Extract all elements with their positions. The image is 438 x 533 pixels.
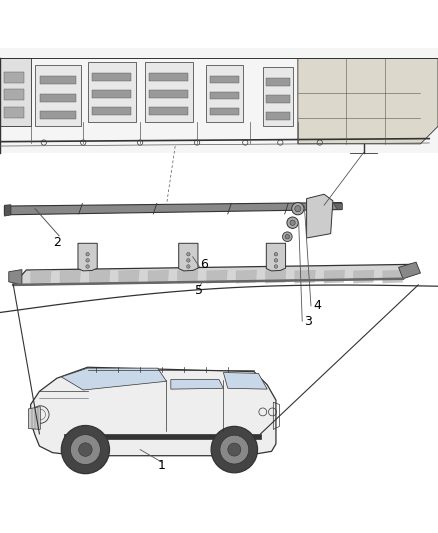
Circle shape [274,259,278,262]
Polygon shape [149,90,188,98]
Polygon shape [266,95,290,103]
Polygon shape [119,270,139,283]
Circle shape [211,426,258,473]
Polygon shape [60,270,81,283]
Polygon shape [78,243,97,271]
Polygon shape [399,262,420,279]
Polygon shape [209,92,239,99]
Polygon shape [28,407,40,430]
Polygon shape [223,373,267,389]
Circle shape [283,232,292,241]
Circle shape [292,203,304,215]
Text: 2: 2 [53,236,61,249]
Circle shape [187,253,190,256]
Polygon shape [64,434,261,439]
Polygon shape [92,90,131,98]
Polygon shape [295,270,315,283]
Circle shape [220,435,249,464]
Polygon shape [4,205,11,216]
Polygon shape [333,203,342,209]
Polygon shape [307,194,333,238]
Circle shape [79,443,92,456]
Polygon shape [39,76,76,84]
Polygon shape [298,59,438,144]
Polygon shape [39,94,76,102]
Circle shape [61,425,110,474]
Circle shape [274,253,278,256]
Polygon shape [31,367,276,456]
Polygon shape [179,243,198,271]
Polygon shape [209,108,239,116]
Circle shape [228,443,241,456]
Text: 5: 5 [195,284,203,297]
Circle shape [187,265,190,268]
Polygon shape [236,270,257,283]
Polygon shape [89,270,110,283]
Text: 6: 6 [200,258,208,271]
Polygon shape [4,203,342,215]
Circle shape [86,253,89,256]
Polygon shape [324,270,345,283]
Polygon shape [266,243,286,271]
Polygon shape [61,368,166,390]
Circle shape [287,217,298,229]
Polygon shape [4,71,24,83]
Polygon shape [266,78,290,86]
Polygon shape [0,59,31,126]
Polygon shape [177,270,198,283]
Polygon shape [149,107,188,115]
Polygon shape [266,112,290,119]
Polygon shape [13,264,416,285]
Polygon shape [383,270,403,283]
Text: 4: 4 [313,300,321,312]
Polygon shape [4,107,24,118]
Circle shape [187,259,190,262]
Circle shape [86,265,89,268]
Polygon shape [9,270,22,285]
Polygon shape [149,72,188,80]
Text: 3: 3 [304,315,312,328]
Polygon shape [88,61,136,122]
Polygon shape [265,270,286,283]
Text: 1: 1 [158,459,166,472]
Polygon shape [145,61,193,122]
Polygon shape [206,65,243,122]
Polygon shape [4,89,24,100]
Polygon shape [263,67,293,126]
Polygon shape [39,111,76,119]
Circle shape [71,434,100,465]
Circle shape [285,235,290,239]
Polygon shape [0,47,438,152]
Polygon shape [207,270,227,283]
Polygon shape [92,107,131,115]
Polygon shape [209,76,239,83]
Polygon shape [171,379,223,389]
Polygon shape [35,65,81,126]
Circle shape [86,259,89,262]
Polygon shape [148,270,169,283]
Circle shape [295,206,301,212]
Polygon shape [92,72,131,80]
Circle shape [290,220,295,225]
Circle shape [274,265,278,268]
Polygon shape [31,270,51,283]
Polygon shape [353,270,374,283]
